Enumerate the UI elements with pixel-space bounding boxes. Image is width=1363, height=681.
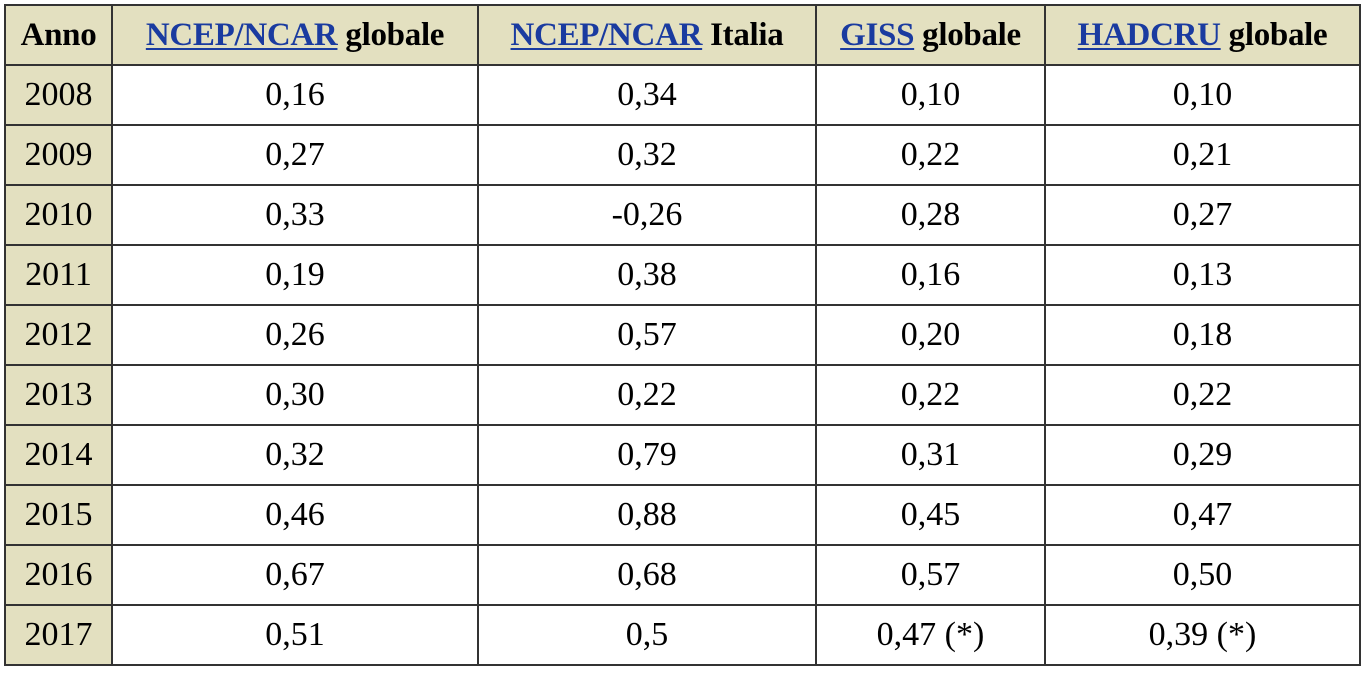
year-cell: 2016: [4, 544, 113, 606]
header-ncep-ncar-globale: NCEP/NCAR globale: [111, 4, 479, 66]
value-cell: 0,57: [477, 304, 817, 366]
value-cell: 0,16: [111, 64, 479, 126]
value-cell: 0,5: [477, 604, 817, 666]
table-row: 2013 0,30 0,22 0,22 0,22: [4, 364, 1361, 426]
year-cell: 2011: [4, 244, 113, 306]
value-cell: 0,10: [815, 64, 1046, 126]
value-cell: 0,20: [815, 304, 1046, 366]
value-cell: 0,88: [477, 484, 817, 546]
header-hadcru-globale: HADCRU globale: [1044, 4, 1361, 66]
year-cell: 2009: [4, 124, 113, 186]
value-cell: 0,10: [1044, 64, 1361, 126]
value-cell: 0,30: [111, 364, 479, 426]
header-suffix: globale: [1220, 16, 1328, 53]
table-row: 2016 0,67 0,68 0,57 0,50: [4, 544, 1361, 606]
value-cell: 0,16: [815, 244, 1046, 306]
header-suffix: globale: [914, 16, 1021, 53]
value-cell: 0,34: [477, 64, 817, 126]
value-cell: 0,39 (*): [1044, 604, 1361, 666]
value-cell: 0,51: [111, 604, 479, 666]
value-cell: 0,27: [1044, 184, 1361, 246]
year-cell: 2013: [4, 364, 113, 426]
table-header: Anno NCEP/NCAR globale NCEP/NCAR Italia …: [4, 4, 1361, 66]
table-row: 2015 0,46 0,88 0,45 0,47: [4, 484, 1361, 546]
value-cell: 0,22: [815, 364, 1046, 426]
value-cell: 0,18: [1044, 304, 1361, 366]
value-cell: 0,68: [477, 544, 817, 606]
table-row: 2008 0,16 0,34 0,10 0,10: [4, 64, 1361, 126]
value-cell: 0,26: [111, 304, 479, 366]
header-year: Anno: [4, 4, 113, 66]
header-giss-globale: GISS globale: [815, 4, 1046, 66]
value-cell: 0,22: [477, 364, 817, 426]
value-cell: 0,32: [477, 124, 817, 186]
table-row: 2017 0,51 0,5 0,47 (*) 0,39 (*): [4, 604, 1361, 666]
table-body: 2008 0,16 0,34 0,10 0,10 2009 0,27 0,32 …: [4, 64, 1361, 666]
value-cell: 0,67: [111, 544, 479, 606]
year-cell: 2017: [4, 604, 113, 666]
table-row: 2011 0,19 0,38 0,16 0,13: [4, 244, 1361, 306]
value-cell: 0,28: [815, 184, 1046, 246]
hadcru-link[interactable]: HADCRU: [1077, 16, 1221, 53]
ncep-ncar-link[interactable]: NCEP/NCAR: [145, 16, 338, 53]
value-cell: 0,27: [111, 124, 479, 186]
year-cell: 2014: [4, 424, 113, 486]
year-cell: 2012: [4, 304, 113, 366]
table-row: 2012 0,26 0,57 0,20 0,18: [4, 304, 1361, 366]
table-row: 2009 0,27 0,32 0,22 0,21: [4, 124, 1361, 186]
value-cell: 0,29: [1044, 424, 1361, 486]
year-cell: 2015: [4, 484, 113, 546]
header-row: Anno NCEP/NCAR globale NCEP/NCAR Italia …: [4, 4, 1361, 66]
value-cell: 0,13: [1044, 244, 1361, 306]
value-cell: 0,45: [815, 484, 1046, 546]
year-cell: 2010: [4, 184, 113, 246]
giss-link[interactable]: GISS: [840, 16, 915, 53]
value-cell: 0,22: [815, 124, 1046, 186]
value-cell: -0,26: [477, 184, 817, 246]
header-ncep-ncar-italia: NCEP/NCAR Italia: [477, 4, 817, 66]
value-cell: 0,46: [111, 484, 479, 546]
header-suffix: Italia: [702, 16, 784, 53]
value-cell: 0,21: [1044, 124, 1361, 186]
anomaly-table: Anno NCEP/NCAR globale NCEP/NCAR Italia …: [4, 4, 1361, 666]
value-cell: 0,57: [815, 544, 1046, 606]
table-row: 2014 0,32 0,79 0,31 0,29: [4, 424, 1361, 486]
value-cell: 0,47: [1044, 484, 1361, 546]
ncep-ncar-link[interactable]: NCEP/NCAR: [510, 16, 703, 53]
value-cell: 0,50: [1044, 544, 1361, 606]
value-cell: 0,31: [815, 424, 1046, 486]
year-cell: 2008: [4, 64, 113, 126]
table-row: 2010 0,33 -0,26 0,28 0,27: [4, 184, 1361, 246]
header-suffix: globale: [337, 16, 445, 53]
value-cell: 0,47 (*): [815, 604, 1046, 666]
value-cell: 0,22: [1044, 364, 1361, 426]
value-cell: 0,19: [111, 244, 479, 306]
value-cell: 0,79: [477, 424, 817, 486]
value-cell: 0,38: [477, 244, 817, 306]
value-cell: 0,32: [111, 424, 479, 486]
value-cell: 0,33: [111, 184, 479, 246]
